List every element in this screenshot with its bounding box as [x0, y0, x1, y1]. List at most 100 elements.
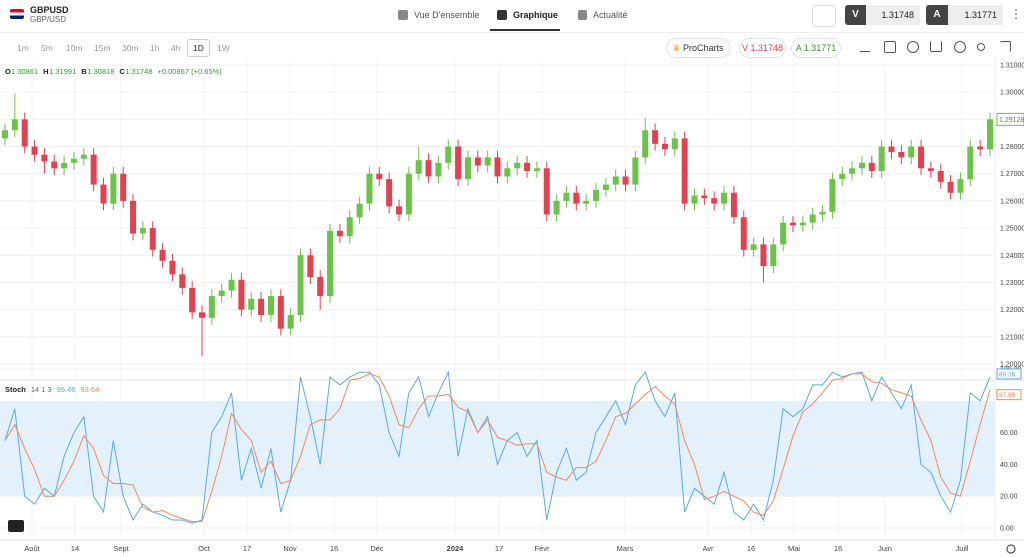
- tab-active[interactable]: Graphique: [513, 10, 559, 20]
- x-tick-label: 17: [495, 544, 503, 553]
- draw-tool[interactable]: [860, 41, 870, 52]
- candle-body: [849, 168, 856, 174]
- candle-body: [110, 173, 117, 204]
- buy-button[interactable]: A 1.31771: [791, 38, 841, 58]
- candle-body: [159, 249, 166, 261]
- candle-body: [809, 214, 816, 223]
- stoch-value-label: 87.85: [999, 392, 1016, 399]
- candle-body: [967, 146, 974, 180]
- chart-type-tool[interactable]: [930, 41, 942, 52]
- y-tick-label: 1.25000: [1000, 226, 1024, 233]
- stoch-line: [4, 370, 991, 524]
- candle-body: [80, 154, 87, 159]
- candle-body: [671, 138, 678, 150]
- candle-body: [711, 198, 718, 204]
- more-menu[interactable]: ⋮: [1010, 7, 1022, 21]
- ohlc-value: 1.30818: [87, 67, 114, 76]
- candle-body: [533, 168, 540, 172]
- y-tick-label: 1.22000: [1000, 307, 1024, 314]
- candle-body: [514, 162, 521, 169]
- last-price-label: 1.29128: [999, 117, 1024, 124]
- y-tick-label: 1.27000: [1000, 171, 1024, 178]
- candle-body: [258, 298, 265, 316]
- tab[interactable]: Actualité: [593, 10, 628, 20]
- timeframe[interactable]: 30m: [122, 43, 139, 53]
- candle-body: [612, 176, 619, 185]
- timeframe[interactable]: 15m: [94, 43, 111, 53]
- sell-label[interactable]: V: [845, 5, 866, 25]
- buy-price[interactable]: 1.31771: [948, 5, 1003, 25]
- candle-body: [957, 179, 964, 193]
- candle-body: [908, 146, 915, 158]
- candle-body: [819, 211, 826, 215]
- candle-body: [721, 192, 728, 204]
- share-tool[interactable]: [977, 43, 985, 51]
- candle-body: [189, 287, 196, 313]
- x-tick-label: Juin: [878, 544, 892, 553]
- candle-body: [652, 130, 659, 144]
- candle-body: [169, 260, 176, 275]
- candle-body: [839, 173, 846, 180]
- timeframe[interactable]: 1m: [17, 43, 29, 53]
- candle-body: [927, 168, 934, 172]
- add-tool[interactable]: [954, 41, 966, 53]
- ohlc-key: B: [81, 67, 87, 76]
- candle-body: [41, 154, 48, 162]
- tab-icon: [578, 10, 587, 20]
- watchlist-button[interactable]: [812, 5, 836, 27]
- candle-body: [573, 192, 580, 204]
- timeframe[interactable]: 10m: [66, 43, 83, 53]
- candle-body: [31, 146, 38, 155]
- y-tick-label: 1.28000: [1000, 144, 1024, 151]
- candle-body: [267, 296, 274, 316]
- buy-label[interactable]: A: [926, 5, 948, 25]
- candle-body: [770, 244, 777, 267]
- x-tick-label: Sept: [113, 544, 129, 553]
- y-tick-label: 60.00: [1000, 430, 1018, 437]
- candle-body: [21, 119, 28, 147]
- candle-body: [396, 206, 402, 215]
- candle-body: [366, 173, 373, 204]
- candle-body: [494, 157, 501, 177]
- tab[interactable]: Vue D'ensemble: [414, 10, 480, 20]
- candle-body: [218, 290, 225, 297]
- candle-body: [977, 146, 984, 150]
- candle-body: [317, 277, 324, 297]
- legend-entry: 95.46: [57, 385, 76, 394]
- timeframe[interactable]: 1h: [150, 43, 160, 53]
- candle-body: [898, 151, 905, 158]
- collapse-tool[interactable]: [1000, 41, 1011, 52]
- x-tick-label: Avr: [702, 544, 714, 553]
- x-tick-label: 16: [330, 544, 338, 553]
- sell-button[interactable]: V 1.31748: [739, 38, 786, 58]
- stoch-value-tag: [996, 368, 1022, 380]
- candle-body: [780, 222, 787, 245]
- candle-body: [455, 146, 462, 180]
- candle-body: [543, 168, 550, 215]
- candle-body: [139, 228, 146, 234]
- settings-tool[interactable]: [907, 41, 919, 53]
- candle-body: [376, 173, 383, 180]
- candle-body: [790, 222, 796, 226]
- y-tick-label: 1.23000: [1000, 280, 1024, 287]
- ohlc-value: 1.31991: [49, 67, 76, 76]
- candle-body: [149, 228, 156, 250]
- timeframe[interactable]: 1W: [217, 43, 230, 53]
- sell-price[interactable]: 1.31748: [866, 5, 920, 25]
- x-tick-label: Mars: [617, 544, 634, 553]
- candle-body: [70, 158, 77, 163]
- candle-body: [740, 217, 747, 250]
- procharts-button[interactable]: ♛ ProCharts: [666, 38, 730, 58]
- timeframe[interactable]: 4h: [171, 43, 181, 53]
- stoch-line: [4, 373, 991, 523]
- y-tick-label: 1.24000: [1000, 253, 1024, 260]
- indicator-tool[interactable]: [884, 41, 896, 53]
- candle-body: [602, 184, 609, 191]
- y-tick-label: 1.20000: [1000, 362, 1024, 369]
- timeframe-active[interactable]: 1D: [187, 39, 210, 57]
- timeframe[interactable]: 5m: [41, 43, 53, 53]
- candle-body: [829, 179, 836, 212]
- candle-body: [405, 173, 412, 215]
- candle-body: [760, 244, 767, 267]
- symbol-name: GBP/USD: [30, 15, 67, 24]
